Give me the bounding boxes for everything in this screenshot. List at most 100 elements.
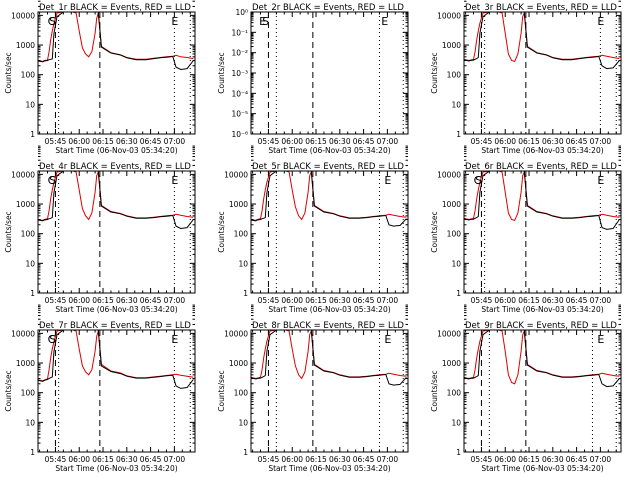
chart-title: Det_6r BLACK = Events, RED = LLD <box>465 162 617 172</box>
y-axis-label: Counts/sec <box>4 52 13 93</box>
chart-title: Det_4r BLACK = Events, RED = LLD <box>39 162 191 172</box>
chart-panel-Det_8r: E Det_8r BLACK = Events, RED = LLD 1 10 100 1… <box>217 304 409 473</box>
x-tick-label: 07:00 <box>164 455 186 464</box>
y-tick-label: 10000 <box>224 170 248 179</box>
y-tick-label: 10⁻⁴ <box>231 89 248 98</box>
x-axis-label: Start Time (06-Nov-03 05:34:20) <box>55 305 177 314</box>
y-tick-label: 10 <box>451 418 461 427</box>
y-tick-label: 1 <box>456 448 461 457</box>
x-tick-label: 07:00 <box>377 455 399 464</box>
y-tick-label: 10⁻⁵ <box>231 110 248 119</box>
x-tick-label: 06:45 <box>566 455 588 464</box>
series-events-line <box>464 12 620 70</box>
y-tick-label: 10 <box>451 259 461 268</box>
x-tick-label: 07:00 <box>590 296 612 305</box>
plot-frame <box>463 170 622 294</box>
y-tick-label: 10000 <box>11 170 35 179</box>
chart-title: Det_9r BLACK = Events, RED = LLD <box>465 321 617 331</box>
x-tick-label: 07:00 <box>590 137 612 146</box>
x-axis-label: Start Time (06-Nov-03 05:34:20) <box>55 146 177 155</box>
x-tick-label: 06:15 <box>92 296 114 305</box>
y-tick-label: 10000 <box>11 329 35 338</box>
x-tick-label: 06:30 <box>542 137 564 146</box>
marker-label-0: E <box>597 333 604 346</box>
x-tick-label: 05:45 <box>258 455 280 464</box>
marker-label-2: E <box>171 333 178 346</box>
y-tick-label: 100 <box>234 230 249 239</box>
plot-frame <box>37 170 196 294</box>
chart-panel-Det_9r: E Det_9r BLACK = Events, RED = LLD 1 10 100 1… <box>430 304 622 473</box>
x-tick-label: 06:00 <box>68 137 90 146</box>
x-tick-label: 06:45 <box>140 137 162 146</box>
y-tick-label: 1000 <box>229 200 248 209</box>
chart-title: Det_7r BLACK = Events, RED = LLD <box>39 321 191 331</box>
x-tick-label: 06:45 <box>566 296 588 305</box>
x-axis-label: Start Time (06-Nov-03 05:34:20) <box>55 464 177 473</box>
chart-panel-Det_6r: CS E Det_6r BLACK = Events, RED = LLD 1 10 10… <box>430 145 622 314</box>
marker-label-1: S <box>475 174 482 187</box>
x-tick-label: 06:00 <box>494 455 516 464</box>
y-tick-label: 1 <box>456 130 461 139</box>
x-tick-label: 06:30 <box>116 455 138 464</box>
x-tick-label: 06:45 <box>140 455 162 464</box>
marker-label-0: C <box>474 174 482 187</box>
marker-label-1: S <box>49 174 56 187</box>
marker-label-0: C <box>48 174 56 187</box>
x-tick-label: 06:45 <box>140 296 162 305</box>
series-events-line <box>251 330 407 386</box>
y-axis-label: Counts/sec <box>217 211 226 252</box>
x-tick-label: 05:45 <box>258 296 280 305</box>
y-tick-label: 100 <box>21 71 36 80</box>
x-tick-label: 06:45 <box>353 296 375 305</box>
series-lld-line <box>251 330 407 380</box>
y-tick-label: 10000 <box>437 170 461 179</box>
y-tick-label: 1000 <box>16 41 35 50</box>
series-events-line <box>38 12 194 71</box>
y-axis-label: Counts/sec <box>4 370 13 411</box>
plot-frame <box>250 170 409 294</box>
y-tick-label: 10 <box>238 259 248 268</box>
y-tick-label: 1000 <box>442 200 461 209</box>
x-tick-label: 06:00 <box>281 137 303 146</box>
y-tick-label: 10⁻³ <box>231 69 248 78</box>
series-lld-line <box>464 330 620 385</box>
x-tick-label: 05:45 <box>45 296 67 305</box>
chart-title: Det_2r BLACK = Events, RED = LLD <box>252 3 404 13</box>
y-tick-label: 10⁻² <box>231 49 248 58</box>
y-tick-label: 10000 <box>224 329 248 338</box>
y-tick-label: 1 <box>30 130 35 139</box>
y-tick-label: 1 <box>243 289 248 298</box>
y-tick-label: 10 <box>451 100 461 109</box>
y-tick-label: 10 <box>25 100 35 109</box>
x-tick-label: 06:15 <box>92 455 114 464</box>
marker-label-0: E <box>597 15 604 28</box>
marker-label-1: S <box>262 15 269 28</box>
y-tick-label: 10000 <box>437 11 461 20</box>
chart-panel-Det_5r: E Det_5r BLACK = Events, RED = LLD 1 10 100 1… <box>217 145 409 314</box>
y-tick-label: 10⁰ <box>235 8 248 17</box>
x-tick-label: 07:00 <box>590 455 612 464</box>
marker-label-2: E <box>171 15 178 28</box>
x-tick-label: 06:30 <box>116 137 138 146</box>
plot-frame <box>250 329 409 453</box>
y-tick-label: 1000 <box>442 41 461 50</box>
x-tick-label: 06:15 <box>518 455 540 464</box>
y-tick-label: 10000 <box>11 11 35 20</box>
chart-panel-Det_3r: E Det_3r BLACK = Events, RED = LLD 1 10 100 1… <box>430 0 622 155</box>
x-tick-label: 06:15 <box>518 296 540 305</box>
y-tick-label: 10 <box>25 418 35 427</box>
plot-frame <box>463 11 622 135</box>
x-tick-label: 06:30 <box>329 455 351 464</box>
chart-panel-Det_7r: CS E Det_7r BLACK = Events, RED = LLD 1 10 10… <box>4 304 196 473</box>
y-tick-label: 10⁻¹ <box>231 28 248 37</box>
x-axis-label: Start Time (06-Nov-03 05:34:20) <box>481 464 603 473</box>
x-tick-label: 06:00 <box>68 296 90 305</box>
chart-panel-Det_1r: CS E Det_1r BLACK = Events, RED = LLD 1 10 10… <box>4 0 196 155</box>
y-tick-label: 100 <box>234 389 249 398</box>
x-tick-label: 06:15 <box>92 137 114 146</box>
marker-label-1: S <box>49 15 56 28</box>
x-tick-label: 06:15 <box>305 455 327 464</box>
marker-label-0: C <box>48 15 56 28</box>
series-events-line <box>38 330 194 389</box>
y-axis-label: Counts/sec <box>430 370 439 411</box>
